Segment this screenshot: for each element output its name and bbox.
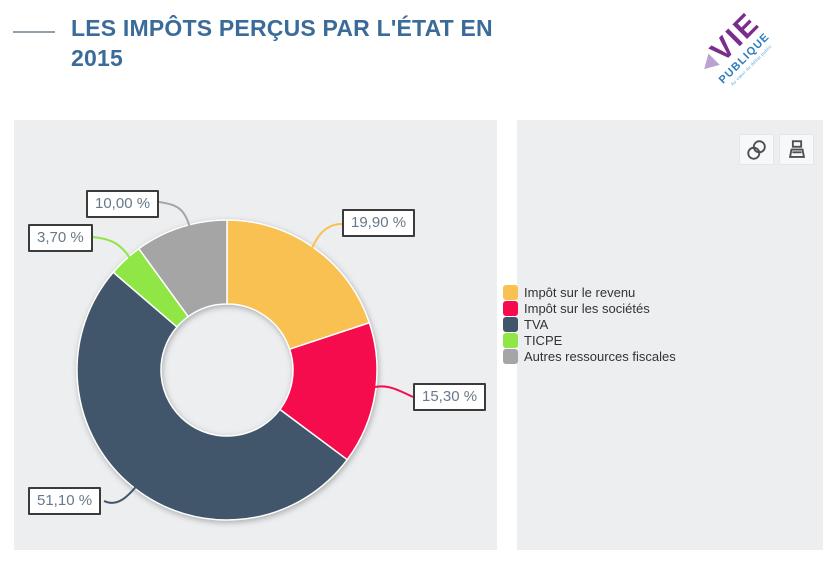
title-dash bbox=[13, 31, 55, 33]
chart-toolbar bbox=[739, 134, 814, 165]
interlocked-circles-icon bbox=[746, 139, 766, 160]
legend-item-impot-revenu[interactable]: Impôt sur le revenu bbox=[503, 285, 813, 300]
legend-item-impot-societes[interactable]: Impôt sur les sociétés bbox=[503, 301, 813, 316]
label-connector-2 bbox=[103, 482, 140, 504]
legend-item-ticpe[interactable]: TICPE bbox=[503, 333, 813, 348]
pie-label-autres: 10,00 % bbox=[86, 190, 160, 218]
side-panel: Impôt sur le revenu Impôt sur les sociét… bbox=[503, 120, 823, 550]
pie-label-ticpe: 3,70 % bbox=[28, 224, 93, 252]
legend-label: Impôt sur les sociétés bbox=[524, 301, 650, 316]
legend-swatch-icon bbox=[503, 301, 518, 316]
legend-label: TVA bbox=[524, 317, 549, 332]
label-connector-4 bbox=[158, 201, 192, 232]
pie-slice-0[interactable] bbox=[226, 219, 371, 350]
chart-legend: Impôt sur le revenu Impôt sur les sociét… bbox=[503, 285, 813, 365]
legend-item-tva[interactable]: TVA bbox=[503, 317, 813, 332]
legend-swatch-icon bbox=[503, 333, 518, 348]
legend-swatch-icon bbox=[503, 285, 518, 300]
label-connector-3 bbox=[92, 236, 134, 264]
page-title: LES IMPÔTS PERÇUS PAR L'ÉTAT EN 2015 bbox=[71, 15, 493, 71]
chart-panel: 19,90 % 15,30 % 51,10 % 3,70 % 10,00 % bbox=[14, 120, 497, 550]
pie-slice-1[interactable] bbox=[279, 322, 378, 461]
share-button[interactable] bbox=[739, 134, 774, 165]
vie-publique-logo[interactable]: VIE PUBLIQUE Au cœur du débat public bbox=[668, 0, 804, 118]
logo-text: VIE PUBLIQUE Au cœur du débat public bbox=[694, 6, 779, 93]
printer-icon bbox=[788, 139, 805, 158]
legend-label: TICPE bbox=[524, 333, 563, 348]
label-connector-0 bbox=[309, 223, 343, 254]
pie-label-tva: 51,10 % bbox=[28, 487, 102, 515]
pie-slice-4[interactable] bbox=[138, 219, 228, 318]
donut-chart bbox=[76, 201, 414, 521]
print-button[interactable] bbox=[779, 134, 814, 165]
pie-label-impot-societes: 15,30 % bbox=[413, 383, 487, 411]
legend-swatch-icon bbox=[503, 317, 518, 332]
legend-swatch-icon bbox=[503, 349, 518, 364]
legend-label: Impôt sur le revenu bbox=[524, 285, 636, 300]
legend-label: Autres ressources fiscales bbox=[524, 349, 676, 364]
pie-label-impot-revenu: 19,90 % bbox=[342, 209, 416, 237]
label-connector-1 bbox=[370, 385, 414, 398]
legend-item-autres[interactable]: Autres ressources fiscales bbox=[503, 349, 813, 364]
pie-slice-2[interactable] bbox=[76, 271, 348, 521]
